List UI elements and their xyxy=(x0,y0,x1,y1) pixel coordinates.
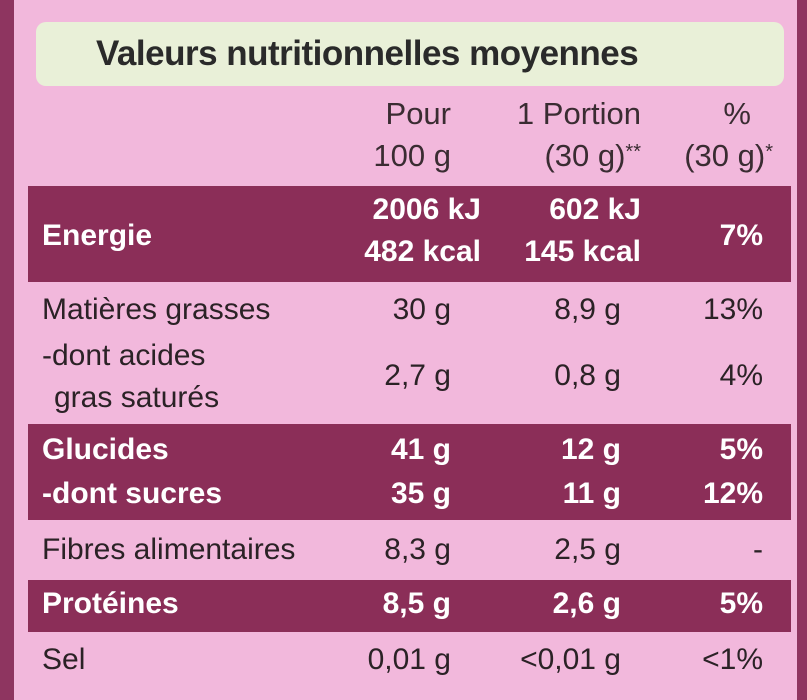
acides-gras-pct: 4% xyxy=(719,359,763,392)
energie-100g-kj: 2006 kJ xyxy=(372,193,481,226)
header-row: Pour 100 g 1 Portion (30 g)** % (30 g)* xyxy=(28,96,791,184)
row-proteines: Protéines 8,5 g 2,6 g 5% xyxy=(28,580,791,632)
energie-pct: 7% xyxy=(719,219,763,252)
label-matieres-grasses: Matières grasses xyxy=(42,293,271,326)
acides-gras-100g: 2,7 g xyxy=(384,359,451,392)
sucres-portion: 11 g xyxy=(562,477,621,510)
table-title: Valeurs nutritionnelles moyennes xyxy=(96,34,639,73)
row-glucides: Glucides 41 g 12 g 5% -dont sucres 35 g … xyxy=(28,424,791,520)
energie-portion-kcal: 145 kcal xyxy=(524,235,641,268)
sel-pct: <1% xyxy=(702,643,763,676)
nutrition-label: Valeurs nutritionnelles moyennes Pour 10… xyxy=(14,0,797,700)
label-energie: Energie xyxy=(42,219,153,252)
sucres-100g: 35 g xyxy=(390,477,451,510)
header-pct-line1: % xyxy=(723,96,751,131)
label-proteines: Protéines xyxy=(42,587,179,620)
label-acides-gras-line2: gras saturés xyxy=(54,381,220,414)
title-bar: Valeurs nutritionnelles moyennes xyxy=(36,22,784,86)
acides-gras-portion: 0,8 g xyxy=(554,359,621,392)
row-fibres: Fibres alimentaires 8,3 g 2,5 g - xyxy=(28,524,791,578)
fibres-100g: 8,3 g xyxy=(384,533,451,566)
sel-portion: <0,01 g xyxy=(520,643,621,676)
glucides-portion: 12 g xyxy=(560,433,621,466)
header-portion-line2: (30 g)** xyxy=(544,138,641,173)
fibres-pct: - xyxy=(753,533,763,566)
matieres-grasses-pct: 13% xyxy=(702,293,763,326)
label-sel: Sel xyxy=(42,643,86,676)
glucides-100g: 41 g xyxy=(390,433,451,466)
sucres-pct: 12% xyxy=(702,477,763,510)
label-acides-gras-line1: -dont acides xyxy=(42,339,206,372)
row-matieres-grasses: Matières grasses 30 g 8,9 g 13% -dont ac… xyxy=(28,288,791,420)
sel-100g: 0,01 g xyxy=(367,643,451,676)
row-energie: Energie 2006 kJ 482 kcal 602 kJ 145 kcal… xyxy=(28,186,791,282)
header-100g-line1: Pour xyxy=(385,96,451,131)
energie-100g-kcal: 482 kcal xyxy=(364,235,481,268)
label-glucides: Glucides xyxy=(42,433,169,466)
fibres-portion: 2,5 g xyxy=(554,533,621,566)
label-fibres: Fibres alimentaires xyxy=(42,533,296,566)
glucides-pct: 5% xyxy=(719,433,763,466)
matieres-grasses-100g: 30 g xyxy=(392,293,451,326)
proteines-100g: 8,5 g xyxy=(382,587,451,620)
label-sucres: -dont sucres xyxy=(42,477,223,510)
header-pct-line2: (30 g)* xyxy=(684,138,773,173)
header-portion-line1: 1 Portion xyxy=(516,96,641,131)
row-sel: Sel 0,01 g <0,01 g <1% xyxy=(28,636,791,690)
header-100g-line2: 100 g xyxy=(373,138,451,173)
matieres-grasses-portion: 8,9 g xyxy=(554,293,621,326)
energie-portion-kj: 602 kJ xyxy=(549,193,641,226)
proteines-pct: 5% xyxy=(719,587,763,620)
proteines-portion: 2,6 g xyxy=(552,587,621,620)
